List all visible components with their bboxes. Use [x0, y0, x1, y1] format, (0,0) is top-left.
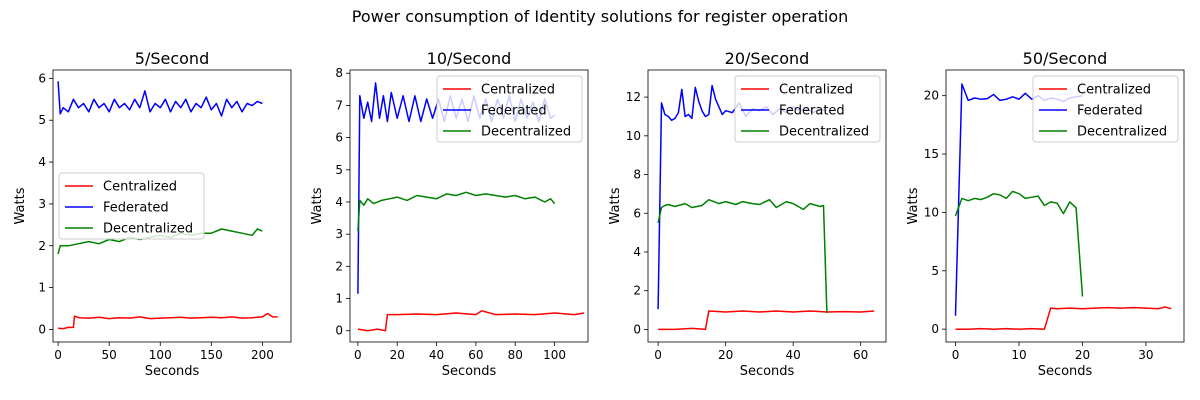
- x-tick-label: 20: [1075, 348, 1090, 362]
- x-tick-label: 150: [200, 348, 223, 362]
- y-tick-label: 6: [335, 131, 343, 145]
- y-tick-label: 4: [633, 245, 641, 259]
- y-tick-label: 7: [335, 98, 343, 112]
- y-tick-label: 2: [38, 239, 46, 253]
- y-tick-label: 3: [38, 197, 46, 211]
- y-tick-label: 4: [38, 155, 46, 169]
- chart-title: 20/Second: [725, 49, 810, 68]
- plot-frame: [647, 69, 887, 343]
- y-tick-label: 12: [626, 90, 641, 104]
- y-tick-label: 5: [38, 113, 46, 127]
- x-tick-label: 30: [1138, 348, 1153, 362]
- y-tick-label: 1: [38, 281, 46, 295]
- series-line-decentralized: [657, 198, 828, 314]
- y-axis-label: Watts: [310, 187, 325, 224]
- y-tick-label: 2: [335, 259, 343, 273]
- plot-frame: [349, 69, 589, 343]
- x-tick-label: 80: [508, 348, 523, 362]
- legend-box: [734, 75, 881, 143]
- y-tick-label: 8: [633, 168, 641, 182]
- legend-label-centralized: Centralized: [103, 180, 177, 195]
- legend-label-decentralized: Decentralized: [779, 125, 869, 140]
- x-tick-label: 0: [654, 348, 662, 362]
- legend: Centralized Federated Decentralized: [436, 75, 583, 143]
- y-axis-label: Watts: [13, 187, 28, 224]
- series-line-centralized: [357, 310, 585, 332]
- legend-label-decentralized: Decentralized: [481, 125, 571, 140]
- series-line-federated: [57, 81, 263, 117]
- x-tick-label: 0: [54, 348, 62, 362]
- x-tick-label: 20: [718, 348, 733, 362]
- y-tick-label: 5: [931, 264, 939, 278]
- y-tick-label: 5: [335, 163, 343, 177]
- series-line-centralized: [658, 310, 875, 331]
- y-tick-label: 4: [335, 195, 343, 209]
- chart-title: 5/Second: [135, 49, 209, 68]
- x-tick-label: 60: [853, 348, 868, 362]
- x-axis-label: Seconds: [740, 364, 795, 379]
- x-tick-label: 60: [468, 348, 483, 362]
- legend-label-federated: Federated: [1077, 104, 1143, 119]
- y-tick-label: 15: [924, 147, 939, 161]
- legend-box: [58, 172, 205, 240]
- x-tick-label: 0: [952, 348, 960, 362]
- x-axis-label: Seconds: [1038, 364, 1093, 379]
- y-tick-label: 0: [335, 324, 343, 338]
- y-tick-label: 0: [633, 322, 641, 336]
- chart-title: 10/Second: [427, 49, 512, 68]
- y-tick-label: 6: [38, 71, 46, 85]
- series-line-decentralized: [357, 191, 556, 231]
- y-tick-label: 10: [626, 129, 641, 143]
- x-axis-label: Seconds: [145, 364, 200, 379]
- x-tick-label: 40: [429, 348, 444, 362]
- x-tick-label: 40: [786, 348, 801, 362]
- plot-frame: [52, 69, 292, 343]
- y-tick-label: 20: [924, 89, 939, 103]
- legend-label-centralized: Centralized: [779, 83, 853, 98]
- y-tick-label: 8: [335, 66, 343, 80]
- legend-label-federated: Federated: [779, 104, 845, 119]
- legend-label-decentralized: Decentralized: [103, 222, 193, 237]
- y-tick-label: 0: [38, 322, 46, 336]
- legend: Centralized Federated Decentralized: [1032, 75, 1179, 143]
- legend-label-federated: Federated: [481, 104, 547, 119]
- y-tick-label: 0: [931, 322, 939, 336]
- legend-box: [1032, 75, 1179, 143]
- chart-panel-3: 20/Second 0 20 40 60 0 2 4 6 8 10 12 Seconds Watts Cen…: [608, 49, 887, 379]
- y-axis-label: Watts: [608, 187, 623, 224]
- y-tick-label: 10: [924, 205, 939, 219]
- legend: Centralized Federated Decentralized: [58, 172, 205, 240]
- x-tick-label: 200: [251, 348, 274, 362]
- x-tick-label: 10: [1011, 348, 1026, 362]
- legend-box: [436, 75, 583, 143]
- x-tick-label: 0: [354, 348, 362, 362]
- legend-label-centralized: Centralized: [481, 83, 555, 98]
- x-tick-label: 100: [149, 348, 172, 362]
- legend-label-federated: Federated: [103, 201, 169, 216]
- figure-title: Power consumption of Identity solutions …: [352, 7, 849, 26]
- x-tick-label: 50: [102, 348, 117, 362]
- chart-panel-1: 5/Second 0 50 100 150 200 0 1 2 3 4 5 6 Seconds Watts C…: [13, 49, 292, 379]
- x-axis-label: Seconds: [442, 364, 497, 379]
- chart-title: 50/Second: [1023, 49, 1108, 68]
- legend: Centralized Federated Decentralized: [734, 75, 881, 143]
- x-tick-label: 100: [543, 348, 566, 362]
- chart-panel-2: 10/Second 0 20 40 60 80 100 0 1 2 3 4 5 6 7 8 Seconds Wat…: [310, 49, 589, 379]
- series-line-decentralized: [954, 190, 1084, 297]
- series-line-centralized: [955, 306, 1172, 330]
- chart-panel-4: 50/Second 0 10 20 30 0 5 10 15 20 Seconds Watts Cent…: [906, 49, 1185, 379]
- legend-label-centralized: Centralized: [1077, 83, 1151, 98]
- series-line-centralized: [58, 312, 278, 330]
- y-axis-label: Watts: [906, 187, 921, 224]
- y-tick-label: 6: [633, 206, 641, 220]
- y-tick-label: 3: [335, 227, 343, 241]
- y-tick-label: 2: [633, 284, 641, 298]
- y-tick-label: 1: [335, 292, 343, 306]
- x-tick-label: 20: [390, 348, 405, 362]
- plot-frame: [945, 69, 1185, 343]
- legend-label-decentralized: Decentralized: [1077, 125, 1167, 140]
